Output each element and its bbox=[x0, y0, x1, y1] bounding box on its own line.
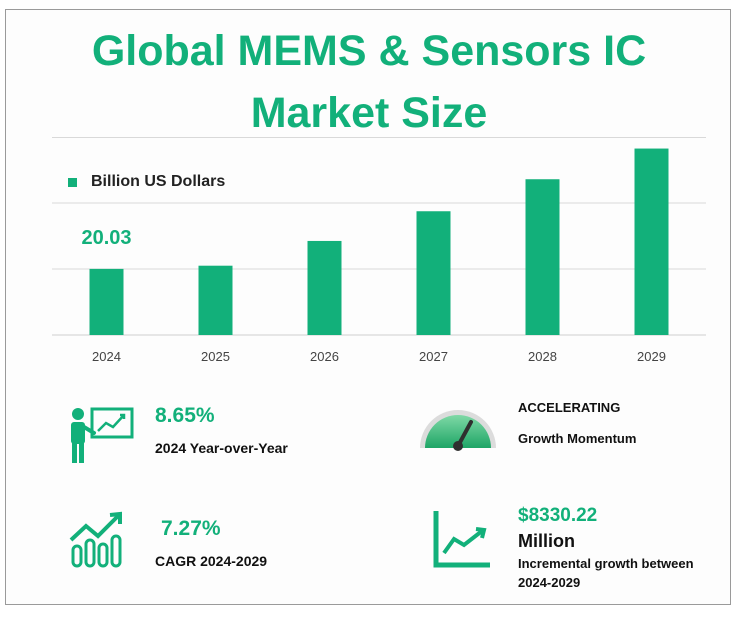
incremental-label-line1: Incremental growth between bbox=[518, 556, 694, 571]
title-line-1: Global MEMS & Sensors IC bbox=[91, 27, 647, 75]
momentum-label: Growth Momentum bbox=[518, 431, 637, 446]
bar-2024 bbox=[89, 268, 124, 335]
x-tick-2025: 2025 bbox=[201, 349, 230, 364]
incremental-value: $8330.22 bbox=[518, 505, 598, 526]
x-tick-2024: 2024 bbox=[92, 349, 121, 364]
speedometer-icon bbox=[420, 410, 496, 451]
legend-label: Billion US Dollars bbox=[91, 173, 226, 190]
page-title: Global MEMS & Sensors IC Market Size bbox=[0, 20, 738, 144]
cagr-value: 7.27% bbox=[161, 517, 221, 540]
incremental-label-line2: 2024-2029 bbox=[518, 575, 581, 590]
yoy-value: 8.65% bbox=[155, 404, 215, 427]
chart-legend: Billion US Dollars bbox=[68, 172, 225, 192]
presenter-chart-icon bbox=[71, 407, 134, 463]
x-tick-2028: 2028 bbox=[528, 349, 557, 364]
bar-2027 bbox=[416, 211, 451, 335]
bar-2029 bbox=[634, 148, 669, 335]
x-tick-2026: 2026 bbox=[310, 349, 339, 364]
title-line-2: Market Size bbox=[250, 89, 488, 137]
bar-2028 bbox=[525, 179, 560, 335]
data-label-2024: 20.03 bbox=[81, 227, 131, 249]
bar-chart-growth-icon bbox=[69, 511, 122, 568]
x-tick-2029: 2029 bbox=[637, 349, 666, 364]
bar-chart: 2024 20.03 2025 2026 2027 2028 2029 bbox=[52, 148, 706, 364]
legend-swatch bbox=[68, 177, 77, 187]
yoy-label: 2024 Year-over-Year bbox=[155, 440, 288, 456]
x-tick-2027: 2027 bbox=[419, 349, 448, 364]
title-divider bbox=[52, 137, 706, 138]
bar-2026 bbox=[307, 240, 342, 335]
bar-2025 bbox=[198, 265, 233, 335]
cagr-label: CAGR 2024-2029 bbox=[155, 553, 268, 569]
momentum-value: ACCELERATING bbox=[518, 400, 621, 415]
infographic-frame bbox=[5, 9, 731, 605]
line-chart-growth-icon bbox=[433, 511, 490, 568]
incremental-unit: Million bbox=[518, 531, 575, 551]
